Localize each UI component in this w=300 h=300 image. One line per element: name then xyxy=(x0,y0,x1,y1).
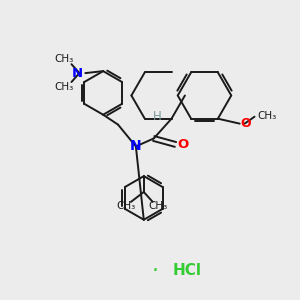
Text: O: O xyxy=(178,138,189,151)
Text: CH₃: CH₃ xyxy=(148,201,167,211)
Text: N: N xyxy=(72,67,83,80)
Text: CH₃: CH₃ xyxy=(116,201,136,211)
Text: ·: · xyxy=(152,261,158,281)
Text: HCl: HCl xyxy=(173,263,202,278)
Text: H: H xyxy=(153,110,162,123)
Text: CH₃: CH₃ xyxy=(54,54,73,64)
Text: O: O xyxy=(241,117,251,130)
Text: N: N xyxy=(130,140,142,153)
Text: CH₃: CH₃ xyxy=(54,82,73,92)
Text: CH₃: CH₃ xyxy=(257,111,277,121)
